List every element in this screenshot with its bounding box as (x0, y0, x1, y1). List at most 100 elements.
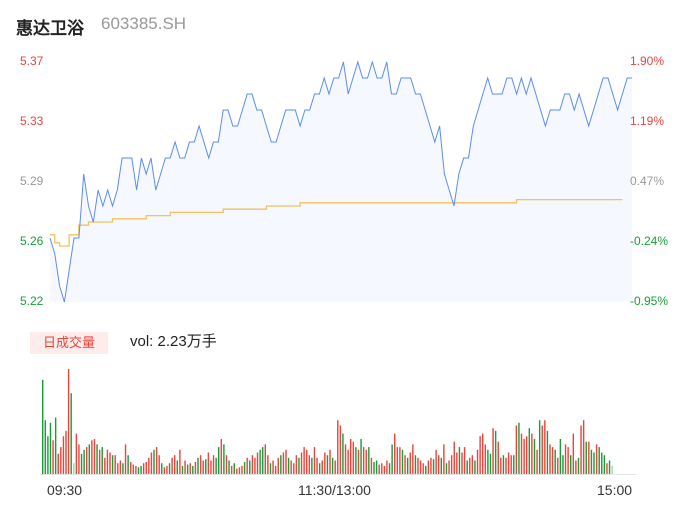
volume-bar (109, 452, 111, 474)
volume-bar (438, 455, 440, 474)
volume-bar (502, 455, 505, 474)
volume-bar (326, 455, 329, 474)
volume-bar (559, 439, 562, 474)
volume-bar (373, 461, 375, 474)
pct-tick-label: 1.90% (630, 54, 665, 68)
volume-bar (119, 460, 122, 474)
volume-bar (280, 455, 282, 474)
volume-bar (98, 449, 101, 474)
volume-bar (104, 457, 106, 474)
pct-tick-label: -0.95% (630, 294, 669, 308)
volume-bar (308, 455, 311, 474)
volume-bar (88, 444, 91, 474)
volume-bar (83, 449, 85, 474)
volume-bar (487, 449, 489, 474)
volume-bar (306, 449, 308, 474)
volume-bar (44, 420, 47, 474)
volume-bar (93, 439, 96, 474)
price-tick-label: 5.33 (20, 114, 44, 128)
volume-bar (52, 440, 54, 474)
volume-bar (474, 460, 476, 474)
volume-bar (337, 420, 339, 474)
volume-bar (549, 444, 551, 474)
volume-bar (572, 433, 575, 474)
volume-bar (311, 457, 313, 474)
volume-bar (383, 465, 386, 474)
volume-bar (111, 455, 114, 474)
volume-bar (347, 449, 349, 474)
volume-bar (184, 460, 186, 474)
volume-bar (448, 460, 450, 474)
volume-bar (295, 455, 298, 474)
volume-bar (520, 433, 523, 474)
volume-bar (342, 433, 344, 474)
volume-bar (352, 441, 355, 474)
avg-price-line (50, 198, 623, 247)
pct-tick-label: -0.24% (630, 234, 669, 248)
volume-tab[interactable]: 日成交量 (30, 332, 108, 354)
volume-bar (355, 447, 357, 474)
volume-bar (329, 449, 331, 474)
volume-bar (513, 455, 515, 474)
volume-bar (476, 449, 479, 474)
volume-bar (122, 463, 124, 474)
volume-bar (158, 455, 160, 474)
volume-bar (422, 463, 424, 474)
volume-bar (181, 465, 184, 474)
volume-bar (562, 455, 564, 474)
volume-bar (127, 455, 129, 474)
volume-bar (298, 457, 300, 474)
volume-bar (456, 452, 458, 474)
volume-bar (370, 457, 373, 474)
volume-bar (484, 444, 487, 474)
volume-bar (78, 444, 80, 474)
volume-bar (202, 460, 204, 474)
volume-bar (272, 460, 274, 474)
volume-bar (432, 459, 435, 474)
volume-bar (523, 439, 525, 474)
time-label-midday: 11:30/13:00 (298, 482, 371, 498)
volume-bar (70, 393, 72, 474)
price-line (49, 60, 632, 303)
volume-bar (145, 461, 147, 474)
volume-bar (142, 463, 145, 474)
volume-bar (101, 447, 103, 474)
volume-bar (518, 422, 520, 474)
volume-bar (528, 428, 531, 474)
volume-bar (425, 465, 427, 474)
volume-bar (303, 447, 305, 474)
volume-bar (300, 452, 303, 474)
volume-bar (262, 447, 264, 474)
volume-bar (492, 428, 494, 474)
volume-bar (536, 449, 538, 474)
volume-bar (176, 460, 179, 474)
volume-bar (174, 455, 176, 474)
volume-bar (186, 464, 189, 474)
volume-bar (598, 447, 600, 474)
volume-bar (124, 444, 127, 474)
volume-bar (368, 447, 370, 474)
volume-bar (365, 449, 367, 474)
volume-bar (430, 457, 432, 474)
volume-bar (313, 447, 316, 474)
volume-bar (318, 463, 321, 474)
volume-bar (282, 452, 285, 474)
volume-bar (259, 449, 261, 474)
volume-bar (494, 430, 497, 474)
volume-bar (414, 455, 417, 474)
volume-bar (427, 460, 430, 474)
volume-bar (290, 460, 292, 474)
volume-bar (223, 444, 225, 474)
volume-bar (406, 457, 409, 474)
volume-bar (505, 457, 507, 474)
volume-bar (575, 460, 577, 474)
volume-bar (590, 449, 593, 474)
pct-tick-label: 0.47% (630, 174, 665, 188)
volume-bar (210, 460, 212, 474)
volume-bar (60, 447, 62, 474)
volume-bar (482, 433, 484, 474)
volume-bar (65, 430, 67, 474)
volume-bar (453, 441, 455, 474)
volume-bar (585, 441, 587, 474)
